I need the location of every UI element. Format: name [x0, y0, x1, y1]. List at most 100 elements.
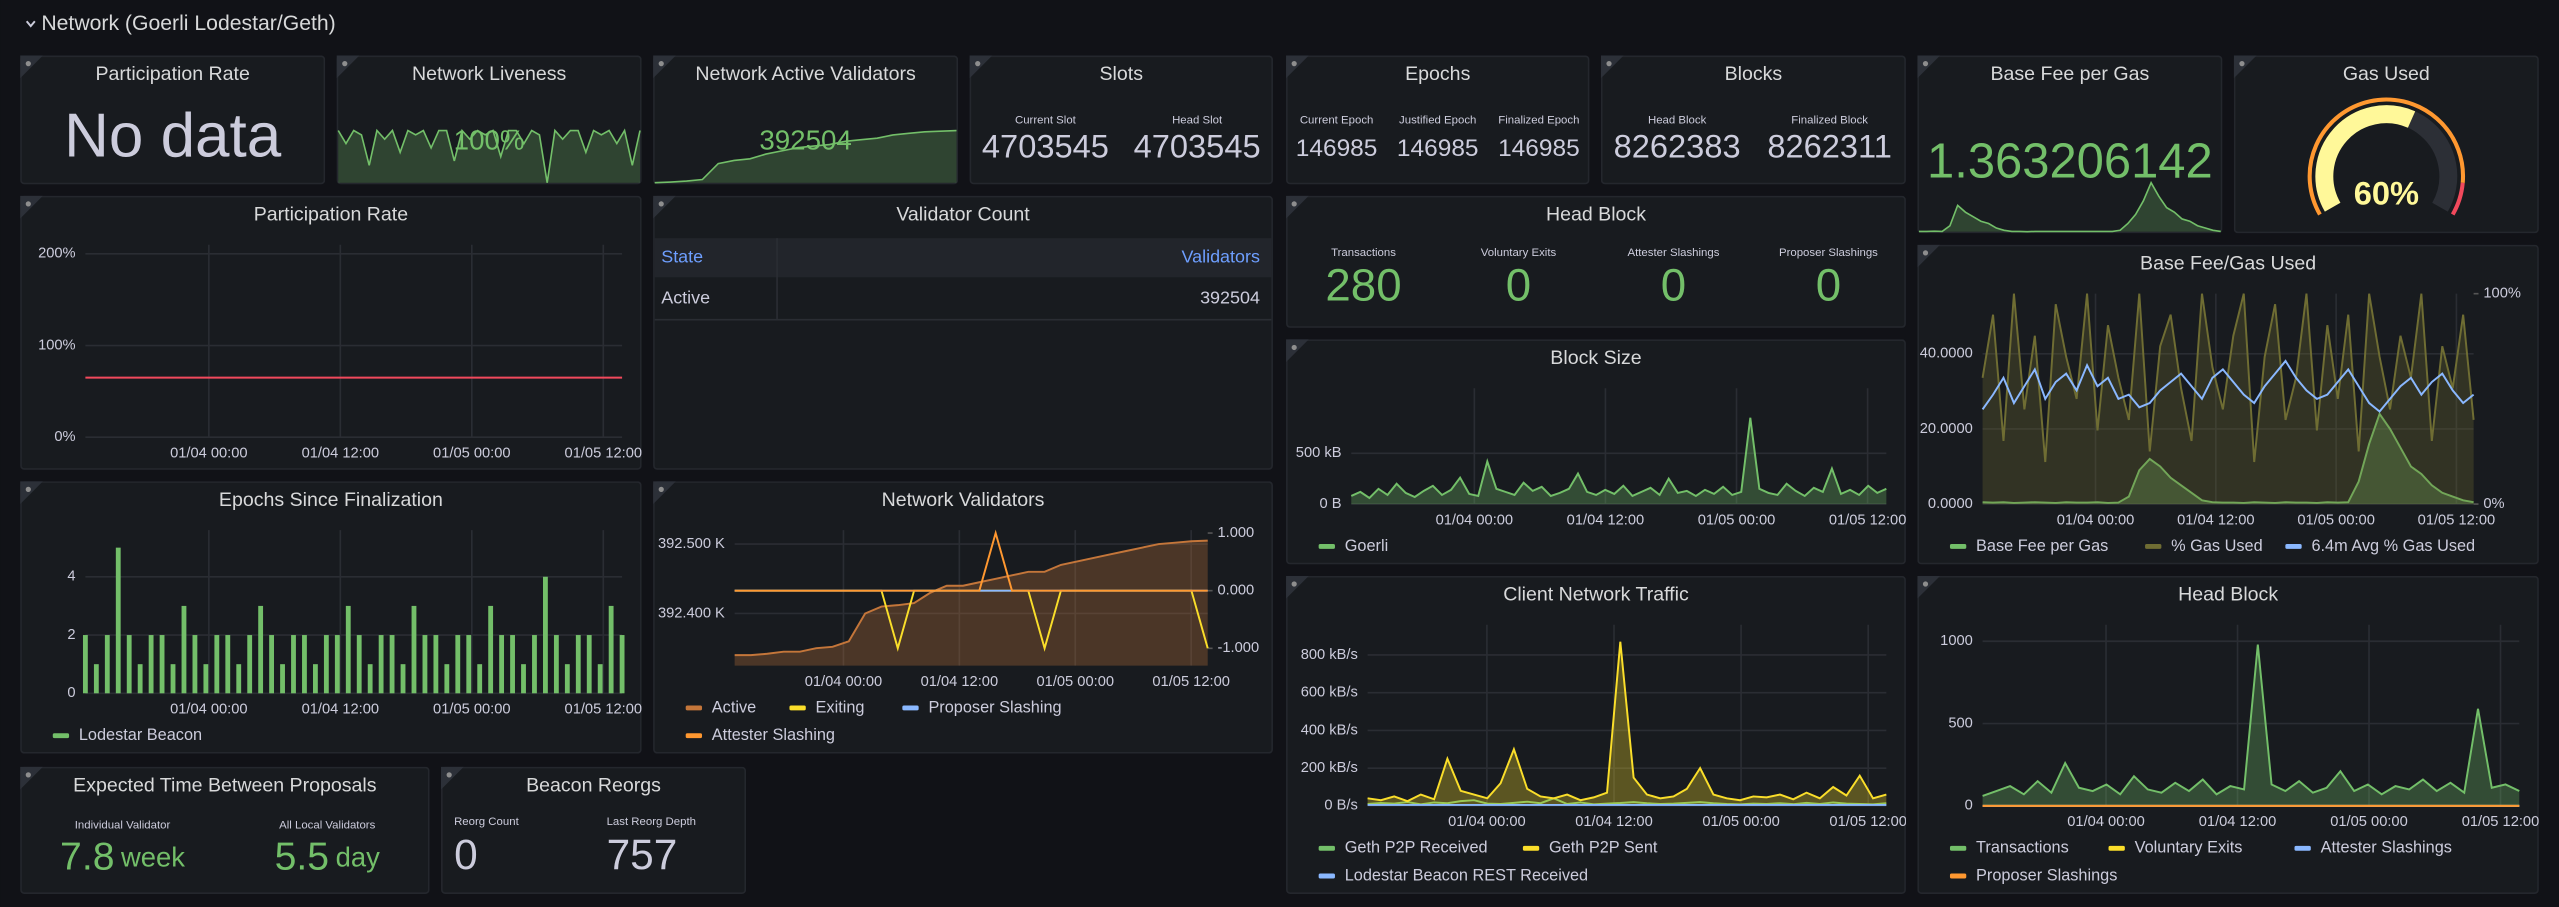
info-icon — [658, 486, 664, 492]
series-line — [1367, 797, 1887, 806]
panel-title: Gas Used — [2343, 63, 2430, 85]
bar — [93, 664, 99, 694]
info-icon — [25, 201, 31, 207]
y-tick-label: 0 B/s — [1324, 798, 1357, 814]
info-corner — [1917, 575, 1941, 599]
panel: Beacon Reorgs Reorg Count 0 Last Reorg Dept… — [441, 766, 747, 894]
y-tick-label: 500 kB — [1296, 445, 1342, 461]
bar — [203, 664, 209, 694]
bar — [82, 635, 88, 694]
panel: Participation Rate No data — [20, 55, 326, 185]
panel: Network Validators 392.400 K 392.500 K -1.0… — [653, 481, 1273, 754]
x-tick-label: 01/04 00:00 — [805, 674, 883, 690]
stat-label: Transactions — [1331, 247, 1396, 259]
stat-number: 146985 — [1296, 136, 1378, 163]
sparkline-area — [338, 130, 641, 183]
y-tick-label: 1000 — [1940, 633, 1973, 649]
panel-frame — [969, 55, 1273, 185]
x-tick-label: 01/05 00:00 — [433, 701, 511, 717]
x-tick-label: 01/05 12:00 — [1829, 814, 1907, 830]
bar — [586, 635, 592, 694]
y2-tick-label: 0% — [2483, 496, 2504, 512]
bar — [553, 635, 559, 694]
y-tick-label: 200 kB/s — [1301, 760, 1358, 776]
bar — [597, 664, 603, 694]
bar — [488, 605, 494, 694]
column-header: Validators — [1181, 246, 1259, 266]
x-tick-label: 01/04 12:00 — [2199, 814, 2277, 830]
legend-swatch — [685, 705, 703, 711]
stat-label: All Local Validators — [279, 819, 375, 831]
legend-label: Exiting — [816, 698, 865, 716]
panel-frame — [20, 481, 642, 754]
x-tick-label: 01/04 12:00 — [302, 445, 380, 461]
bar — [280, 664, 285, 694]
bar — [345, 605, 351, 694]
bar — [444, 664, 450, 694]
y-tick-label: 0 — [67, 685, 75, 701]
stat-label: Current Epoch — [1300, 115, 1374, 127]
legend-label: Attester Slashing — [712, 726, 835, 744]
panel: Validator Count State Validators Active 3925… — [653, 195, 1273, 470]
stat-number: 8262311 — [1767, 127, 1892, 164]
series-area — [1982, 293, 2474, 505]
legend-label: Attester Slashings — [2321, 839, 2452, 857]
y-tick-label: 400 kB/s — [1301, 722, 1358, 738]
bar — [312, 664, 318, 694]
bar — [258, 605, 264, 694]
info-icon — [1922, 61, 1929, 67]
y-tick-label: 392.400 K — [658, 605, 725, 621]
info-icon — [25, 486, 31, 492]
info-corner — [1286, 55, 1309, 79]
panel-title: Network Liveness — [412, 63, 567, 85]
info-icon — [658, 201, 664, 207]
x-tick-label: 01/04 00:00 — [2067, 814, 2145, 830]
y2-tick-label: 1.000 — [1218, 525, 1255, 541]
legend-swatch — [1949, 873, 1967, 879]
panel-title: Network Validators — [882, 489, 1045, 511]
panel-frame — [653, 481, 1273, 754]
stat-number: 5.5 — [275, 836, 329, 879]
bar — [400, 664, 406, 694]
legend-swatch — [52, 733, 70, 739]
panel-frame — [1917, 575, 2539, 894]
panel-title: Base Fee per Gas — [1990, 63, 2149, 85]
bar — [532, 635, 537, 694]
stat-value: 146985 — [1296, 136, 1378, 163]
x-tick-label: 01/05 12:00 — [565, 701, 643, 717]
bar — [389, 635, 395, 694]
y2-tick-label: 0.000 — [1218, 583, 1255, 599]
gauge-value — [2315, 105, 2416, 212]
info-icon — [1606, 61, 1612, 67]
info-corner — [653, 55, 676, 79]
legend-swatch — [1318, 845, 1335, 851]
panel-title: Network Active Validators — [695, 63, 916, 85]
panel: Network Active Validators 392504 — [653, 55, 959, 185]
series-line — [1982, 411, 2474, 504]
panel-frame — [653, 195, 1273, 470]
row-title[interactable]: Network (Goerli Lodestar/Geth) — [41, 12, 335, 35]
info-corner — [1917, 244, 1941, 268]
cell: 392504 — [1200, 287, 1260, 307]
stat-number: 146985 — [1397, 136, 1479, 163]
info-icon — [2239, 61, 2245, 67]
legend-swatch — [2285, 544, 2302, 549]
bar — [411, 605, 417, 694]
legend-label: Active — [712, 698, 756, 716]
no-data: No data — [64, 102, 282, 171]
x-tick-label: 01/04 00:00 — [1436, 512, 1514, 528]
bar — [466, 635, 472, 694]
panel-title: Client Network Traffic — [1503, 584, 1689, 606]
x-tick-label: 01/05 00:00 — [1702, 814, 1780, 830]
x-tick-label: 01/05 00:00 — [1698, 512, 1776, 528]
bar — [192, 635, 198, 694]
panel-title: Head Block — [2178, 584, 2278, 606]
x-tick-label: 01/04 12:00 — [1575, 814, 1653, 830]
stat-label: Last Reorg Depth — [607, 816, 696, 828]
panel-frame — [1286, 55, 1590, 185]
bar — [367, 664, 373, 694]
row-chevron[interactable] — [25, 20, 36, 28]
bar — [455, 635, 461, 694]
